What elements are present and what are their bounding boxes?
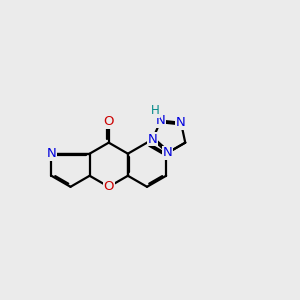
Text: H: H (151, 104, 160, 118)
Text: O: O (103, 115, 114, 128)
Text: N: N (46, 147, 56, 160)
Text: N: N (176, 116, 186, 129)
Text: O: O (103, 180, 114, 193)
Text: N: N (163, 146, 172, 159)
Text: N: N (148, 133, 158, 146)
Text: N: N (156, 114, 166, 127)
